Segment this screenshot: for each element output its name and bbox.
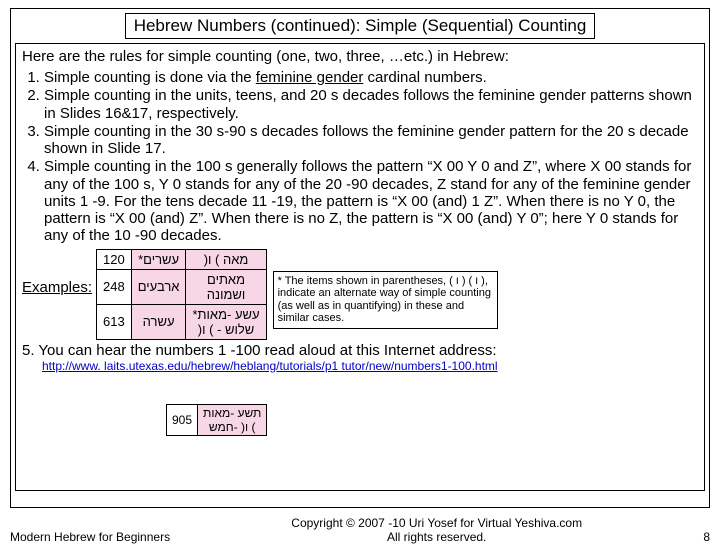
table-row: 248 ארבעים מאתים ושמונה bbox=[97, 269, 267, 304]
hebrew-cell: מאה ) ו( bbox=[186, 249, 266, 269]
parentheses-note: * The items shown in parentheses, ( ו ) … bbox=[273, 271, 498, 330]
slide-frame: Hebrew Numbers (continued): Simple (Sequ… bbox=[10, 8, 710, 508]
rule-item: Simple counting in the units, teens, and… bbox=[44, 87, 698, 122]
hebrew-cell: ארבעים bbox=[131, 269, 186, 304]
content-box: Here are the rules for simple counting (… bbox=[15, 43, 705, 491]
hebrew-cell: עשרה bbox=[131, 304, 186, 339]
examples-table: 120 עשרים* מאה ) ו( 248 ארבעים מאתים ושמ… bbox=[96, 249, 267, 340]
slide-title: Hebrew Numbers (continued): Simple (Sequ… bbox=[125, 13, 596, 39]
hebrew-cell: תשע -מאות ) ו( -חמש bbox=[198, 405, 267, 436]
table-row: 905 תשע -מאות ) ו( -חמש bbox=[167, 405, 267, 436]
footer-left: Modern Hebrew for Beginners bbox=[10, 530, 170, 544]
rule-5: 5. You can hear the numbers 1 -100 read … bbox=[22, 342, 698, 359]
table-row: 120 עשרים* מאה ) ו( bbox=[97, 249, 267, 269]
page-number: 8 bbox=[703, 530, 710, 544]
rules-list: Simple counting is done via the feminine… bbox=[22, 69, 698, 245]
num-cell: 248 bbox=[97, 269, 132, 304]
copyright-line: Copyright © 2007 -10 Uri Yosef for Virtu… bbox=[291, 516, 582, 530]
num-cell: 905 bbox=[167, 405, 198, 436]
rights-line: All rights reserved. bbox=[387, 530, 486, 544]
rule-item: Simple counting in the 100 s generally f… bbox=[44, 158, 698, 244]
intro-text: Here are the rules for simple counting (… bbox=[22, 48, 698, 65]
num-cell: 613 bbox=[97, 304, 132, 339]
hebrew-cell: עשרים* bbox=[131, 249, 186, 269]
hebrew-cell: מאתים ושמונה bbox=[186, 269, 266, 304]
num-cell: 120 bbox=[97, 249, 132, 269]
audio-link[interactable]: http://www. laits.utexas.edu/hebrew/hebl… bbox=[42, 359, 698, 373]
rule-item: Simple counting in the 30 s-90 s decades… bbox=[44, 123, 698, 158]
rule-item: Simple counting is done via the feminine… bbox=[44, 69, 698, 86]
hebrew-cell: עשע -מאות* שלוש - ) ו( bbox=[186, 304, 266, 339]
examples-row: Examples: 120 עשרים* מאה ) ו( 248 ארבעים… bbox=[22, 249, 698, 340]
examples-label: Examples: bbox=[22, 279, 92, 296]
overflow-example-table: 905 תשע -מאות ) ו( -חמש bbox=[166, 404, 267, 436]
table-row: 613 עשרה עשע -מאות* שלוש - ) ו( bbox=[97, 304, 267, 339]
